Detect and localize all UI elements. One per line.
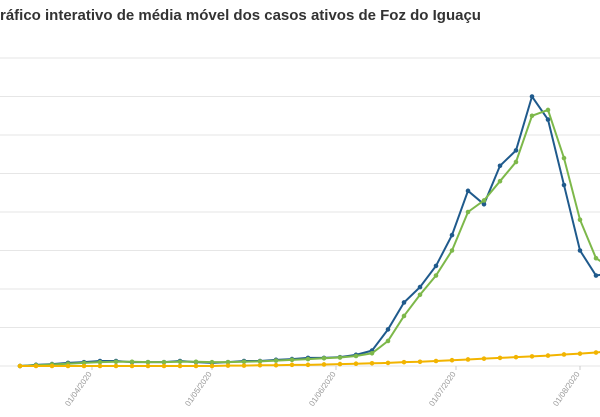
- point: [497, 163, 503, 169]
- point: [561, 182, 567, 188]
- point: [417, 292, 423, 298]
- point: [593, 273, 599, 278]
- point: [49, 363, 55, 369]
- point: [561, 155, 567, 161]
- point: [321, 362, 327, 367]
- x-tick-label: 01/07/2020: [427, 370, 458, 408]
- x-tick-label: 01/06/2020: [307, 370, 338, 408]
- point: [401, 313, 407, 319]
- point: [497, 178, 503, 184]
- point: [401, 300, 407, 305]
- point: [513, 354, 519, 360]
- point: [209, 359, 215, 365]
- point: [481, 202, 487, 207]
- point: [193, 363, 199, 369]
- point: [193, 359, 199, 365]
- point: [257, 362, 263, 368]
- point: [529, 354, 535, 359]
- point: [97, 359, 103, 365]
- point: [65, 363, 71, 369]
- point: [369, 350, 375, 356]
- point: [545, 107, 551, 113]
- point: [225, 359, 231, 365]
- point: [417, 284, 423, 290]
- point: [113, 359, 119, 365]
- point: [209, 363, 215, 369]
- point: [497, 355, 503, 361]
- point: [385, 360, 391, 366]
- series: [17, 107, 600, 369]
- point: [321, 356, 327, 361]
- point: [561, 352, 567, 357]
- point: [289, 362, 295, 368]
- point: [433, 358, 439, 364]
- point: [481, 198, 487, 203]
- point: [353, 353, 359, 359]
- point: [449, 357, 455, 363]
- point: [449, 232, 455, 238]
- line: [20, 351, 600, 367]
- x-tick-label: 01/05/2020: [183, 370, 214, 408]
- point: [81, 363, 87, 369]
- point: [353, 361, 359, 366]
- point: [17, 363, 23, 369]
- series: [17, 350, 600, 369]
- x-tick-label: 01/08/2020: [551, 370, 582, 408]
- point: [481, 356, 487, 361]
- point: [577, 351, 583, 356]
- point: [465, 357, 471, 362]
- point: [433, 273, 439, 278]
- point: [465, 209, 471, 215]
- point: [417, 359, 423, 365]
- point: [529, 94, 535, 99]
- point: [273, 358, 279, 363]
- point: [241, 363, 247, 368]
- point: [129, 359, 135, 365]
- point: [369, 361, 375, 366]
- point: [305, 356, 311, 362]
- point: [577, 248, 583, 253]
- point: [449, 248, 455, 253]
- point: [593, 255, 599, 261]
- point: [257, 359, 263, 364]
- point: [33, 363, 39, 369]
- point: [545, 117, 551, 122]
- point: [513, 148, 519, 153]
- point: [225, 363, 231, 368]
- point: [545, 353, 551, 358]
- point: [337, 355, 343, 360]
- point: [161, 359, 167, 365]
- point: [513, 159, 519, 165]
- point: [177, 359, 183, 365]
- point: [529, 113, 535, 119]
- point: [385, 327, 391, 332]
- line: [19, 94, 600, 367]
- point: [241, 359, 247, 365]
- point: [385, 338, 391, 344]
- point: [577, 217, 583, 222]
- x-tick-label: 01/04/2020: [63, 370, 94, 408]
- point: [113, 363, 119, 369]
- line: [19, 108, 600, 367]
- point: [337, 361, 343, 367]
- point: [433, 263, 439, 269]
- point: [289, 357, 295, 363]
- point: [593, 350, 599, 355]
- point: [145, 359, 151, 365]
- point: [129, 363, 135, 369]
- point: [305, 362, 311, 368]
- point: [145, 363, 151, 369]
- point: [401, 359, 407, 365]
- point: [177, 363, 183, 369]
- point: [273, 362, 279, 368]
- point: [161, 363, 167, 369]
- point: [465, 188, 471, 194]
- chart-title: ráfico interativo de média móvel dos cas…: [0, 7, 481, 24]
- point: [97, 363, 103, 369]
